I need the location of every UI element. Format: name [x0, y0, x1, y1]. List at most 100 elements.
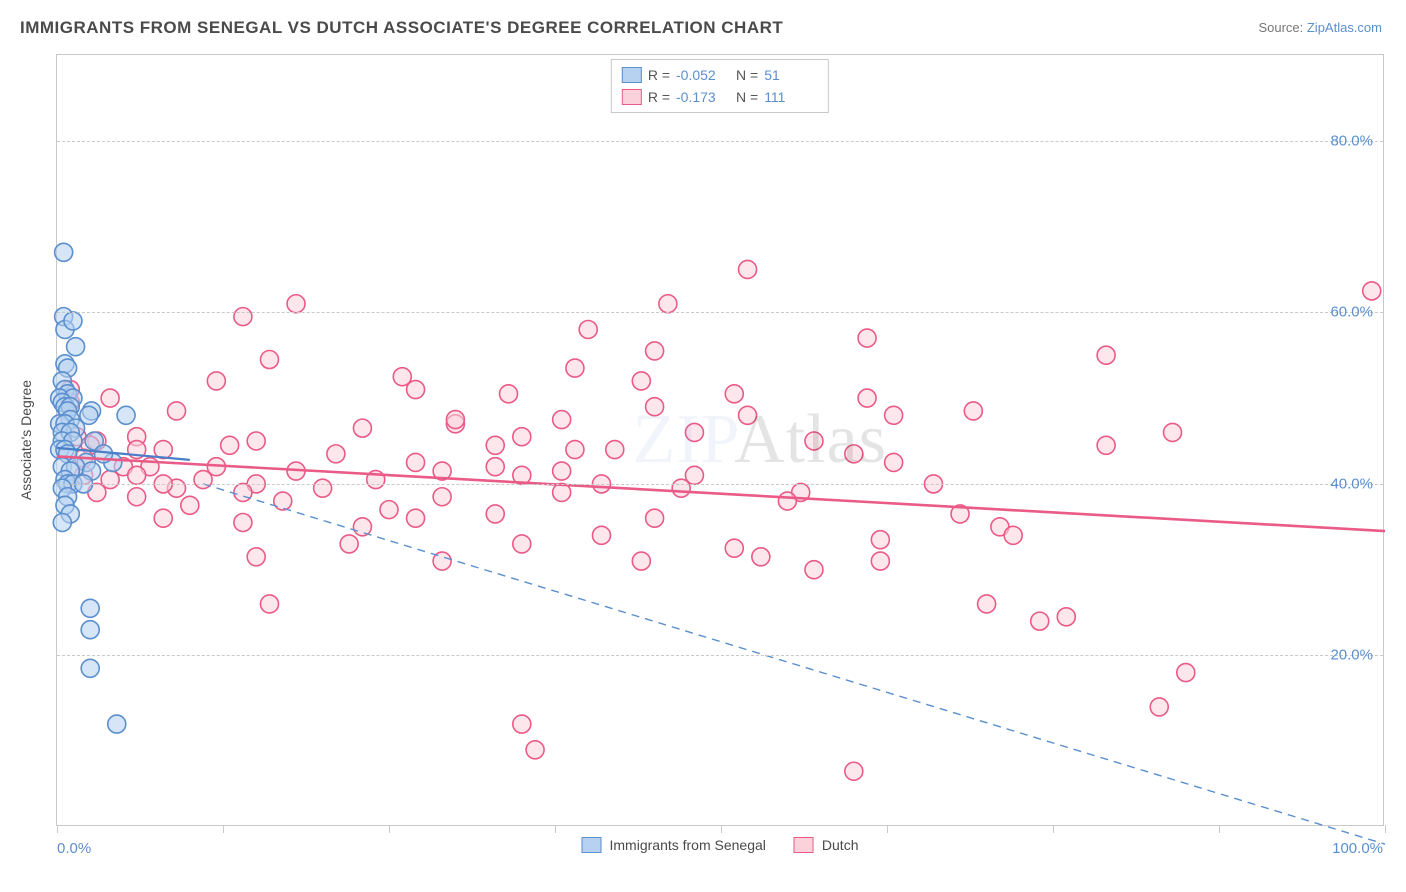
x-tick [1219, 825, 1220, 833]
chart-title: IMMIGRANTS FROM SENEGAL VS DUTCH ASSOCIA… [20, 18, 783, 38]
data-point [327, 445, 345, 463]
chart-svg [57, 55, 1383, 825]
data-point [181, 496, 199, 514]
data-point [1057, 608, 1075, 626]
data-point [725, 385, 743, 403]
data-point [260, 595, 278, 613]
source-credit: Source: ZipAtlas.com [1258, 20, 1382, 35]
y-tick-label: 40.0% [1330, 475, 1373, 492]
data-point [752, 548, 770, 566]
data-point [154, 509, 172, 527]
data-point [885, 453, 903, 471]
data-point [778, 492, 796, 510]
x-min-label: 0.0% [57, 840, 91, 857]
x-tick [555, 825, 556, 833]
data-point [353, 419, 371, 437]
data-point [446, 411, 464, 429]
data-point [221, 436, 239, 454]
y-tick-label: 80.0% [1330, 132, 1373, 149]
gridline [57, 141, 1383, 142]
data-point [871, 531, 889, 549]
data-point [845, 445, 863, 463]
data-point [234, 483, 252, 501]
legend-r-label: R = [648, 64, 670, 86]
data-point [81, 621, 99, 639]
data-point [486, 505, 504, 523]
data-point [353, 518, 371, 536]
data-point [632, 372, 650, 390]
legend-swatch-1 [622, 89, 642, 105]
data-point [168, 402, 186, 420]
legend-n-value-1: 111 [764, 86, 818, 108]
data-point [128, 488, 146, 506]
data-point [55, 243, 73, 261]
legend-row-0: R = -0.052 N = 51 [622, 64, 818, 86]
dashed-projection-line [203, 484, 1385, 844]
data-point [486, 458, 504, 476]
gridline [57, 655, 1383, 656]
data-point [500, 385, 518, 403]
legend-n-label: N = [736, 64, 758, 86]
data-point [1097, 436, 1115, 454]
data-point [845, 762, 863, 780]
y-tick-label: 60.0% [1330, 304, 1373, 321]
data-point [407, 509, 425, 527]
correlation-legend: R = -0.052 N = 51 R = -0.173 N = 111 [611, 59, 829, 113]
x-max-label: 100.0% [1332, 840, 1383, 857]
data-point [407, 453, 425, 471]
data-point [553, 411, 571, 429]
data-point [871, 552, 889, 570]
legend-row-1: R = -0.173 N = 111 [622, 86, 818, 108]
data-point [260, 351, 278, 369]
data-point [247, 548, 265, 566]
data-point [433, 488, 451, 506]
data-point [659, 295, 677, 313]
data-point [81, 659, 99, 677]
data-point [380, 501, 398, 519]
data-point [579, 320, 597, 338]
data-point [287, 295, 305, 313]
data-point [739, 406, 757, 424]
data-point [513, 428, 531, 446]
plot-area: R = -0.052 N = 51 R = -0.173 N = 111 Imm… [56, 54, 1384, 826]
data-point [128, 466, 146, 484]
data-point [1150, 698, 1168, 716]
legend-r-value-1: -0.173 [676, 86, 730, 108]
data-point [247, 432, 265, 450]
legend-swatch-0 [622, 67, 642, 83]
legend-n-label: N = [736, 86, 758, 108]
source-prefix: Source: [1258, 20, 1306, 35]
data-point [486, 436, 504, 454]
data-point [805, 432, 823, 450]
x-tick [887, 825, 888, 833]
series-legend: Immigrants from Senegal Dutch [582, 837, 859, 853]
data-point [1031, 612, 1049, 630]
legend-r-value-0: -0.052 [676, 64, 730, 86]
x-tick [57, 825, 58, 833]
data-point [1363, 282, 1381, 300]
data-point [1164, 423, 1182, 441]
legend-n-value-0: 51 [764, 64, 818, 86]
data-point [978, 595, 996, 613]
x-tick [223, 825, 224, 833]
source-link[interactable]: ZipAtlas.com [1307, 20, 1382, 35]
series-swatch-1 [794, 837, 814, 853]
x-tick [389, 825, 390, 833]
data-point [81, 599, 99, 617]
series-swatch-0 [582, 837, 602, 853]
data-point [407, 381, 425, 399]
gridline [57, 484, 1383, 485]
gridline [57, 312, 1383, 313]
data-point [553, 462, 571, 480]
data-point [805, 561, 823, 579]
x-tick [1053, 825, 1054, 833]
data-point [606, 441, 624, 459]
data-point [314, 479, 332, 497]
data-point [858, 329, 876, 347]
data-point [566, 359, 584, 377]
data-point [67, 338, 85, 356]
data-point [964, 402, 982, 420]
trend-line [57, 456, 1385, 531]
data-point [526, 741, 544, 759]
data-point [725, 539, 743, 557]
